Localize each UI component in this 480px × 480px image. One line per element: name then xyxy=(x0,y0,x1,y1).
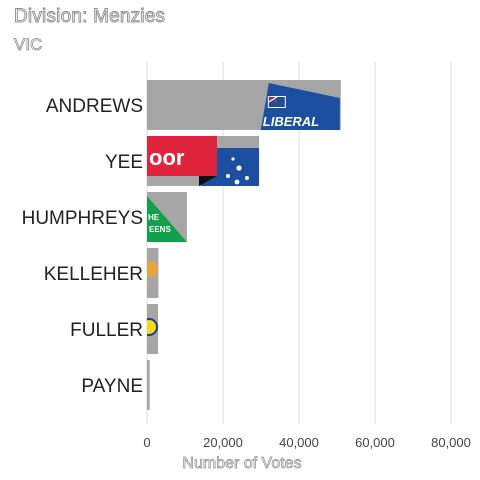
category-label-humphreys: HUMPHREYS xyxy=(22,208,143,229)
x-tick-label-4: 80,000 xyxy=(431,435,471,450)
category-label-yee: YEE xyxy=(105,152,143,173)
x-tick-label-3: 60,000 xyxy=(355,435,395,450)
x-tick-label-2: 40,000 xyxy=(279,435,319,450)
chart-title: Division: Menzies xyxy=(14,6,166,28)
orange-party-logo xyxy=(147,261,158,277)
liberal-logo-text: LIBERAL xyxy=(263,114,319,129)
category-label-andrews: ANDREWS xyxy=(46,96,143,117)
labor-logo-text: oor xyxy=(149,145,185,170)
yellow-party-logo xyxy=(147,318,158,336)
greens-logo: HE EENS xyxy=(147,196,187,242)
category-label-fuller: FULLER xyxy=(70,320,143,341)
category-label-payne: PAYNE xyxy=(81,376,143,397)
svg-text:EENS: EENS xyxy=(149,225,171,234)
chart-subtitle: VIC xyxy=(14,35,43,55)
liberal-logo: LIBERAL xyxy=(260,83,340,130)
category-labels: ANDREWS YEE HUMPHREYS KELLEHER FULLER PAYNE xyxy=(22,96,143,397)
x-tick-labels: 0 20,000 40,000 60,000 80,000 xyxy=(143,435,471,450)
labor-logo: oor xyxy=(147,136,260,186)
x-axis-title: Number of Votes xyxy=(182,455,301,472)
bar-payne xyxy=(147,360,150,410)
x-tick-label-1: 20,000 xyxy=(203,435,243,450)
category-label-kelleher: KELLEHER xyxy=(44,264,143,285)
party-logos: LIBERAL oor HE EENS xyxy=(147,83,340,336)
svg-text:HE: HE xyxy=(148,213,160,222)
x-tick-label-0: 0 xyxy=(143,435,150,450)
